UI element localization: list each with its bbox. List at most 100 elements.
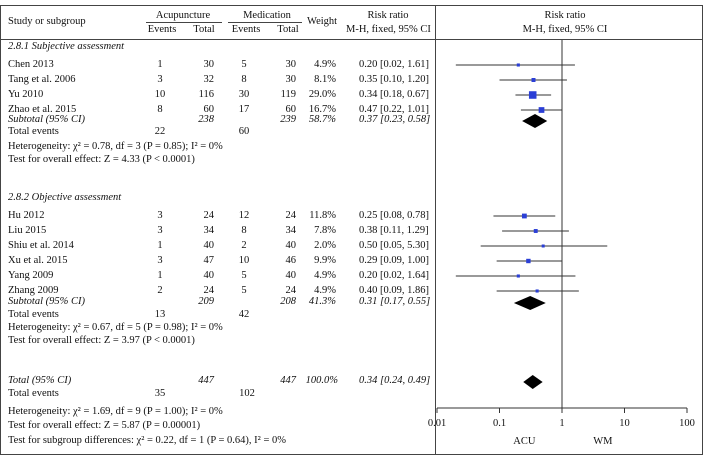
- subgroup-2-acu-events: 13: [154, 309, 166, 320]
- overall-acu-events: 35: [154, 388, 166, 399]
- study-marker: [538, 107, 545, 113]
- diamond-subtotal-1: [522, 114, 548, 128]
- study-name: Zhang 2009: [8, 285, 59, 296]
- study-acu-total: 47: [203, 255, 215, 266]
- study-acu-events: 1: [157, 270, 163, 281]
- study-ci-text: 0.20 [0.02, 1.61]: [359, 59, 429, 70]
- study-med-total: 34: [285, 225, 297, 236]
- study-ci-text: 0.40 [0.09, 1.86]: [359, 285, 429, 296]
- study-weight: 8.1%: [314, 74, 336, 85]
- study-marker: [535, 289, 539, 293]
- header-med-events: Events: [231, 24, 261, 35]
- study-med-events: 5: [241, 285, 247, 296]
- study-weight: 2.0%: [314, 240, 336, 251]
- study-name: Yu 2010: [8, 89, 44, 100]
- overall-med-events: 102: [239, 388, 255, 399]
- x-tick-label: 0.1: [493, 418, 506, 429]
- plot-divider: [435, 5, 436, 455]
- x-tick-label: 100: [679, 418, 695, 429]
- study-name: Hu 2012: [8, 210, 45, 221]
- acu-header-underline: [146, 22, 222, 23]
- subgroup-2-overall-effect: Test for overall effect: Z = 3.97 (P < 0…: [8, 335, 195, 346]
- study-weight: 11.8%: [309, 210, 336, 221]
- x-tick-label: 0.01: [428, 418, 446, 429]
- study-weight: 16.7%: [308, 104, 336, 115]
- study-ci-text: 0.34 [0.18, 0.67]: [359, 89, 429, 100]
- x-tick-label: 1: [559, 418, 564, 429]
- study-med-events: 8: [241, 225, 247, 236]
- study-acu-total: 60: [203, 104, 215, 115]
- subgroup-1-med-events: 60: [238, 126, 250, 137]
- study-acu-total: 32: [203, 74, 215, 85]
- study-name: Liu 2015: [8, 225, 47, 236]
- study-acu-events: 3: [157, 74, 163, 85]
- diamond-overall: [523, 375, 543, 389]
- header-acupuncture: Acupuncture: [155, 10, 211, 21]
- study-weight: 7.8%: [314, 225, 336, 236]
- subgroup-2-med-events: 42: [238, 309, 250, 320]
- subgroup-2-total-events-label: Total events: [8, 309, 59, 320]
- overall-heterogeneity: Heterogeneity: χ² = 1.69, df = 9 (P = 1.…: [8, 406, 223, 417]
- study-marker: [516, 63, 520, 67]
- study-ci-text: 0.20 [0.02, 1.64]: [359, 270, 429, 281]
- study-med-total: 30: [285, 59, 297, 70]
- study-acu-total: 34: [203, 225, 215, 236]
- study-acu-total: 24: [203, 285, 215, 296]
- study-name: Chen 2013: [8, 59, 54, 70]
- subgroup-2-weight: 41.3%: [308, 296, 336, 307]
- subgroup-1-subtotal-label: Subtotal (95% CI): [8, 114, 85, 125]
- study-acu-events: 1: [157, 240, 163, 251]
- subgroup-1-overall-effect: Test for overall effect: Z = 4.33 (P < 0…: [8, 154, 195, 165]
- header-rr-method: M-H, fixed, 95% CI: [346, 24, 431, 35]
- overall-total-events-label: Total events: [8, 388, 59, 399]
- subgroup-2-ci: 0.31 [0.17, 0.55]: [359, 296, 431, 307]
- study-acu-events: 2: [157, 285, 163, 296]
- top-border: [0, 5, 703, 6]
- study-name: Xu et al. 2015: [8, 255, 68, 266]
- study-ci-text: 0.35 [0.10, 1.20]: [359, 74, 429, 85]
- study-med-total: 24: [285, 210, 297, 221]
- subgroup-1-med-total: 239: [280, 114, 296, 125]
- subgroup-1-ci: 0.37 [0.23, 0.58]: [359, 114, 431, 125]
- study-name: Zhao et al. 2015: [8, 104, 77, 115]
- study-weight: 4.9%: [314, 270, 336, 281]
- study-acu-events: 1: [157, 59, 163, 70]
- study-marker: [516, 274, 520, 278]
- subgroup-1-title: 2.8.1 Subjective assessment: [8, 41, 125, 52]
- study-ci-text: 0.50 [0.05, 5.30]: [359, 240, 429, 251]
- subgroup-2-acu-total: 209: [198, 296, 214, 307]
- study-acu-total: 30: [203, 59, 215, 70]
- subgroup-1-acu-total: 238: [198, 114, 214, 125]
- study-acu-total: 40: [203, 240, 215, 251]
- plot-method: M-H, fixed, 95% CI: [522, 24, 608, 35]
- study-acu-events: 3: [157, 225, 163, 236]
- subgroup-2-title: 2.8.2 Objective assessment: [8, 192, 122, 203]
- study-med-total: 40: [285, 240, 297, 251]
- study-med-events: 5: [241, 59, 247, 70]
- study-med-events: 5: [241, 270, 247, 281]
- favours-wm-label: WM: [593, 436, 613, 447]
- header-acu-total: Total: [193, 24, 215, 35]
- overall-acu-total: 447: [198, 375, 214, 386]
- study-acu-events: 10: [154, 89, 166, 100]
- study-med-total: 24: [285, 285, 297, 296]
- study-med-events: 8: [241, 74, 247, 85]
- study-ci-text: 0.47 [0.22, 1.01]: [359, 104, 429, 115]
- study-ci-text: 0.29 [0.09, 1.00]: [359, 255, 429, 266]
- favours-acu-label: ACU: [513, 436, 536, 447]
- study-marker: [528, 91, 537, 99]
- header-med-total: Total: [277, 24, 299, 35]
- study-med-events: 2: [241, 240, 247, 251]
- header-medication: Medication: [243, 10, 291, 21]
- study-med-total: 119: [280, 89, 296, 100]
- study-acu-events: 3: [157, 255, 163, 266]
- header-rr-title: Risk ratio: [367, 10, 409, 21]
- subgroup-2-heterogeneity: Heterogeneity: χ² = 0.67, df = 5 (P = 0.…: [8, 322, 223, 333]
- study-acu-total: 116: [198, 89, 214, 100]
- study-name: Yang 2009: [8, 270, 54, 281]
- study-acu-total: 40: [203, 270, 215, 281]
- subgroup-2-med-total: 208: [280, 296, 296, 307]
- subgroup-2-subtotal-label: Subtotal (95% CI): [8, 296, 85, 307]
